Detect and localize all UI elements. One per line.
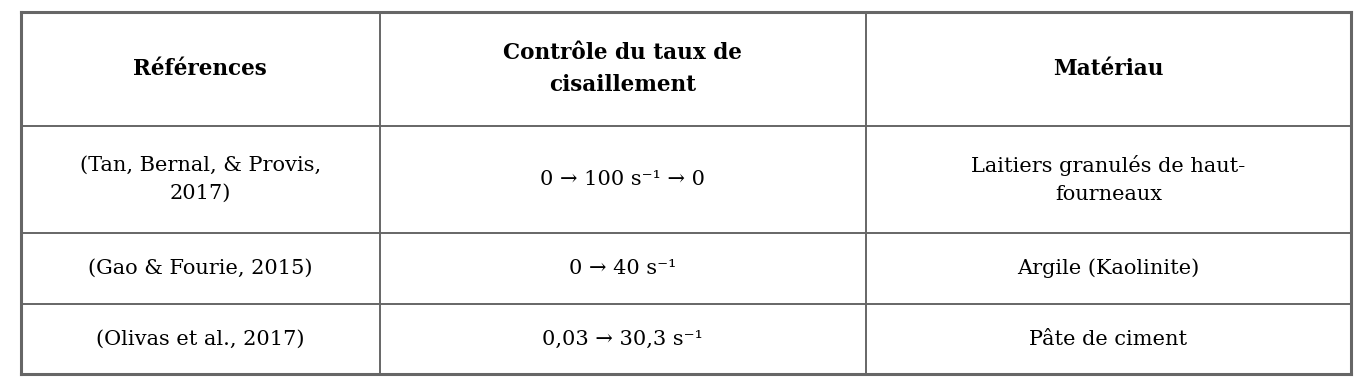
Text: Pâte de ciment: Pâte de ciment xyxy=(1029,330,1188,349)
Text: (Olivas et al., 2017): (Olivas et al., 2017) xyxy=(96,330,305,349)
Text: 0,03 → 30,3 s⁻¹: 0,03 → 30,3 s⁻¹ xyxy=(542,330,704,349)
Text: Matériau: Matériau xyxy=(1054,58,1163,80)
Text: Laitiers granulés de haut-
fourneaux: Laitiers granulés de haut- fourneaux xyxy=(971,155,1246,204)
Text: Argile (Kaolinite): Argile (Kaolinite) xyxy=(1018,259,1199,278)
Text: (Gao & Fourie, 2015): (Gao & Fourie, 2015) xyxy=(88,259,313,278)
Text: 0 → 100 s⁻¹ → 0: 0 → 100 s⁻¹ → 0 xyxy=(541,170,705,189)
Text: Contrôle du taux de
cisaillement: Contrôle du taux de cisaillement xyxy=(504,42,742,96)
Text: 0 → 40 s⁻¹: 0 → 40 s⁻¹ xyxy=(569,259,676,278)
Text: (Tan, Bernal, & Provis,
2017): (Tan, Bernal, & Provis, 2017) xyxy=(80,156,321,203)
Text: Références: Références xyxy=(133,58,268,80)
